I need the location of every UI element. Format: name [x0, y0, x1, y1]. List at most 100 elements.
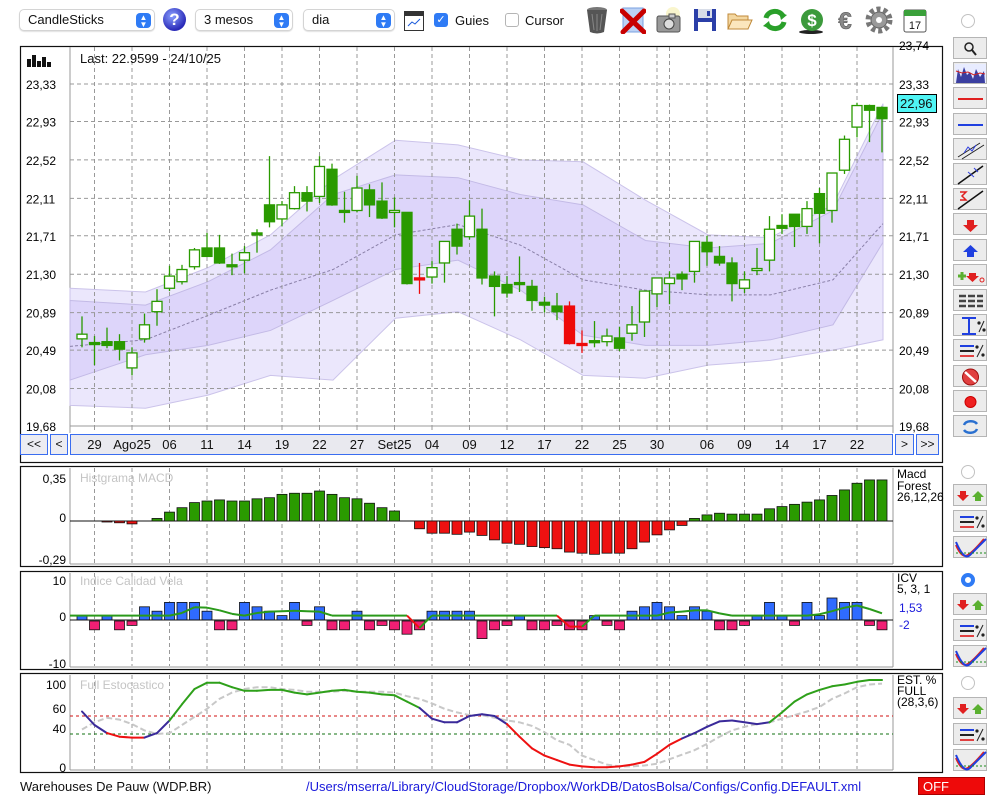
delete-icon[interactable]: [619, 6, 647, 35]
candle[interactable]: [438, 240, 451, 283]
candle[interactable]: [726, 257, 738, 302]
stoch-panel-radio[interactable]: [961, 676, 975, 690]
candle[interactable]: [338, 191, 351, 223]
nav-next-button[interactable]: >: [895, 434, 914, 455]
candle[interactable]: [113, 334, 126, 361]
help-icon[interactable]: ?: [163, 8, 186, 31]
main-chart-radio[interactable]: [961, 14, 975, 28]
buy-arrow-button[interactable]: [953, 238, 987, 261]
blue-line-button[interactable]: [953, 112, 987, 135]
camera-icon[interactable]: [656, 6, 682, 34]
candle[interactable]: [288, 186, 301, 210]
percent-lines-button[interactable]: [953, 619, 987, 641]
chart-type-select[interactable]: CandleSticks ▲ ▼: [19, 9, 155, 31]
percent-lines-button[interactable]: [953, 723, 987, 745]
candle[interactable]: [763, 216, 776, 272]
indicator-curve-button[interactable]: [953, 749, 987, 771]
cursor-checkbox[interactable]: [505, 13, 519, 27]
candle[interactable]: [738, 271, 751, 293]
candle[interactable]: [226, 253, 238, 276]
indicator-curve-button[interactable]: [953, 645, 987, 667]
candle[interactable]: [238, 246, 251, 274]
candle[interactable]: [563, 301, 576, 345]
zoom-button[interactable]: [953, 37, 987, 59]
candle[interactable]: [513, 256, 526, 293]
candle[interactable]: [838, 135, 851, 174]
candle[interactable]: [701, 235, 713, 266]
guides-checkbox[interactable]: ✓: [434, 13, 448, 27]
refresh-icon[interactable]: [762, 6, 788, 34]
candle[interactable]: [313, 156, 326, 203]
candle[interactable]: [451, 223, 463, 255]
signals-button[interactable]: [953, 484, 987, 506]
euro-icon[interactable]: €: [832, 6, 858, 36]
sigma-trendline-button[interactable]: [953, 188, 987, 211]
add-order-button[interactable]: [953, 263, 987, 286]
mode-off-button[interactable]: OFF: [918, 777, 985, 795]
candle[interactable]: [413, 262, 426, 294]
nav-last-button[interactable]: >>: [916, 434, 939, 455]
candle[interactable]: [813, 188, 826, 244]
save-icon[interactable]: [693, 6, 719, 34]
candle[interactable]: [88, 336, 101, 366]
candle[interactable]: [663, 271, 676, 305]
trendline-button[interactable]: [953, 163, 987, 185]
channel-button[interactable]: [953, 137, 987, 160]
percent-lines-button[interactable]: [953, 510, 987, 532]
candle[interactable]: [501, 276, 513, 298]
calendar-icon[interactable]: 17: [902, 6, 928, 34]
lines-menu-button[interactable]: [953, 289, 987, 311]
candle[interactable]: [176, 264, 188, 285]
candle[interactable]: [626, 306, 638, 341]
candle[interactable]: [426, 261, 438, 284]
record-button[interactable]: [953, 389, 987, 412]
icv-panel-radio[interactable]: [961, 573, 975, 587]
candle[interactable]: [651, 277, 663, 308]
candle[interactable]: [826, 172, 838, 223]
period-select[interactable]: 3 mesos ▲ ▼: [195, 9, 293, 31]
candle[interactable]: [776, 214, 788, 234]
folder-open-icon[interactable]: [727, 6, 753, 34]
candle[interactable]: [376, 182, 388, 219]
candle[interactable]: [863, 104, 876, 143]
candle[interactable]: [463, 200, 476, 240]
candle[interactable]: [76, 316, 88, 348]
candle[interactable]: [538, 296, 551, 313]
candle[interactable]: [751, 247, 763, 276]
candle[interactable]: [301, 186, 313, 212]
candle[interactable]: [201, 232, 213, 258]
candle[interactable]: [588, 321, 601, 348]
nav-prev-button[interactable]: <: [50, 434, 68, 455]
chart-thumbnail-button[interactable]: [953, 62, 987, 85]
candle[interactable]: [713, 246, 726, 266]
signals-button[interactable]: [953, 697, 987, 719]
percent-lines-button[interactable]: [953, 339, 987, 362]
candle[interactable]: [363, 184, 376, 218]
candle[interactable]: [251, 229, 263, 253]
candle[interactable]: [263, 156, 276, 228]
candle[interactable]: [138, 313, 151, 343]
candle[interactable]: [488, 271, 501, 317]
trash-icon[interactable]: [585, 6, 611, 34]
candle[interactable]: [613, 326, 626, 352]
candle[interactable]: [688, 240, 701, 283]
config-path-link[interactable]: /Users/mserra/Library/CloudStorage/Dropb…: [306, 779, 862, 794]
nav-first-button[interactable]: <<: [20, 434, 48, 455]
sell-arrow-button[interactable]: [953, 213, 987, 236]
candle[interactable]: [163, 265, 176, 292]
candle[interactable]: [326, 163, 338, 206]
candle[interactable]: [126, 347, 138, 376]
candle[interactable]: [101, 327, 113, 349]
bar-chart-icon[interactable]: [27, 55, 51, 67]
candle[interactable]: [576, 330, 588, 353]
indicator-curve-button[interactable]: [953, 536, 987, 558]
percent-range-button[interactable]: [953, 314, 987, 337]
candle[interactable]: [676, 271, 688, 291]
date-axis-scrollbar[interactable]: [70, 434, 893, 455]
candle[interactable]: [476, 208, 488, 285]
red-line-button[interactable]: [953, 87, 987, 110]
gear-icon[interactable]: [865, 6, 893, 34]
candle[interactable]: [388, 197, 401, 228]
candle[interactable]: [526, 279, 538, 311]
candle[interactable]: [151, 289, 163, 326]
